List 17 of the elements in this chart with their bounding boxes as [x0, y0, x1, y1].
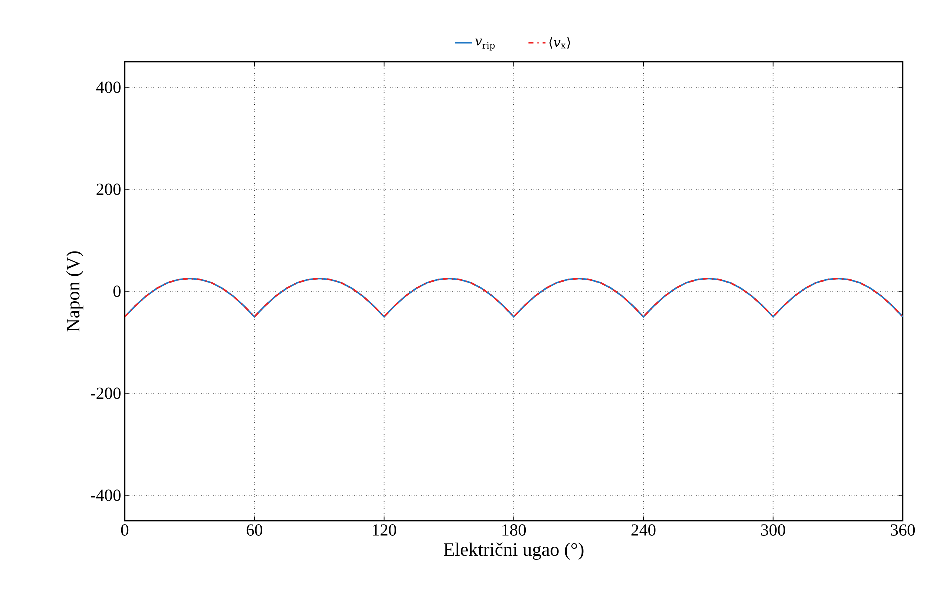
legend-label: ⟨v$_{x}$⟩: [550, 37, 570, 49]
y-axis-title: Napon (V): [66, 252, 84, 332]
x-tick-label: 60: [246, 524, 262, 536]
line-series: [125, 278, 904, 318]
x-tick-label: 360: [891, 524, 916, 536]
y-tick-label: -200: [91, 388, 121, 400]
x-tick-label: 240: [632, 524, 656, 536]
x-tick-label: 0: [121, 524, 129, 536]
x-tick-label: 300: [761, 524, 786, 536]
y-tick-label: -400: [91, 490, 121, 502]
x-tick-label: 180: [502, 524, 526, 536]
x-tick-label: 120: [373, 524, 396, 536]
y-tick-label: 400: [96, 82, 121, 94]
x-axis-title: Električni ugao (°): [444, 542, 584, 560]
y-tick-label: 0: [114, 286, 121, 298]
legend-label: v$_{rip}$: [476, 38, 495, 51]
y-tick-label: 200: [96, 184, 121, 196]
